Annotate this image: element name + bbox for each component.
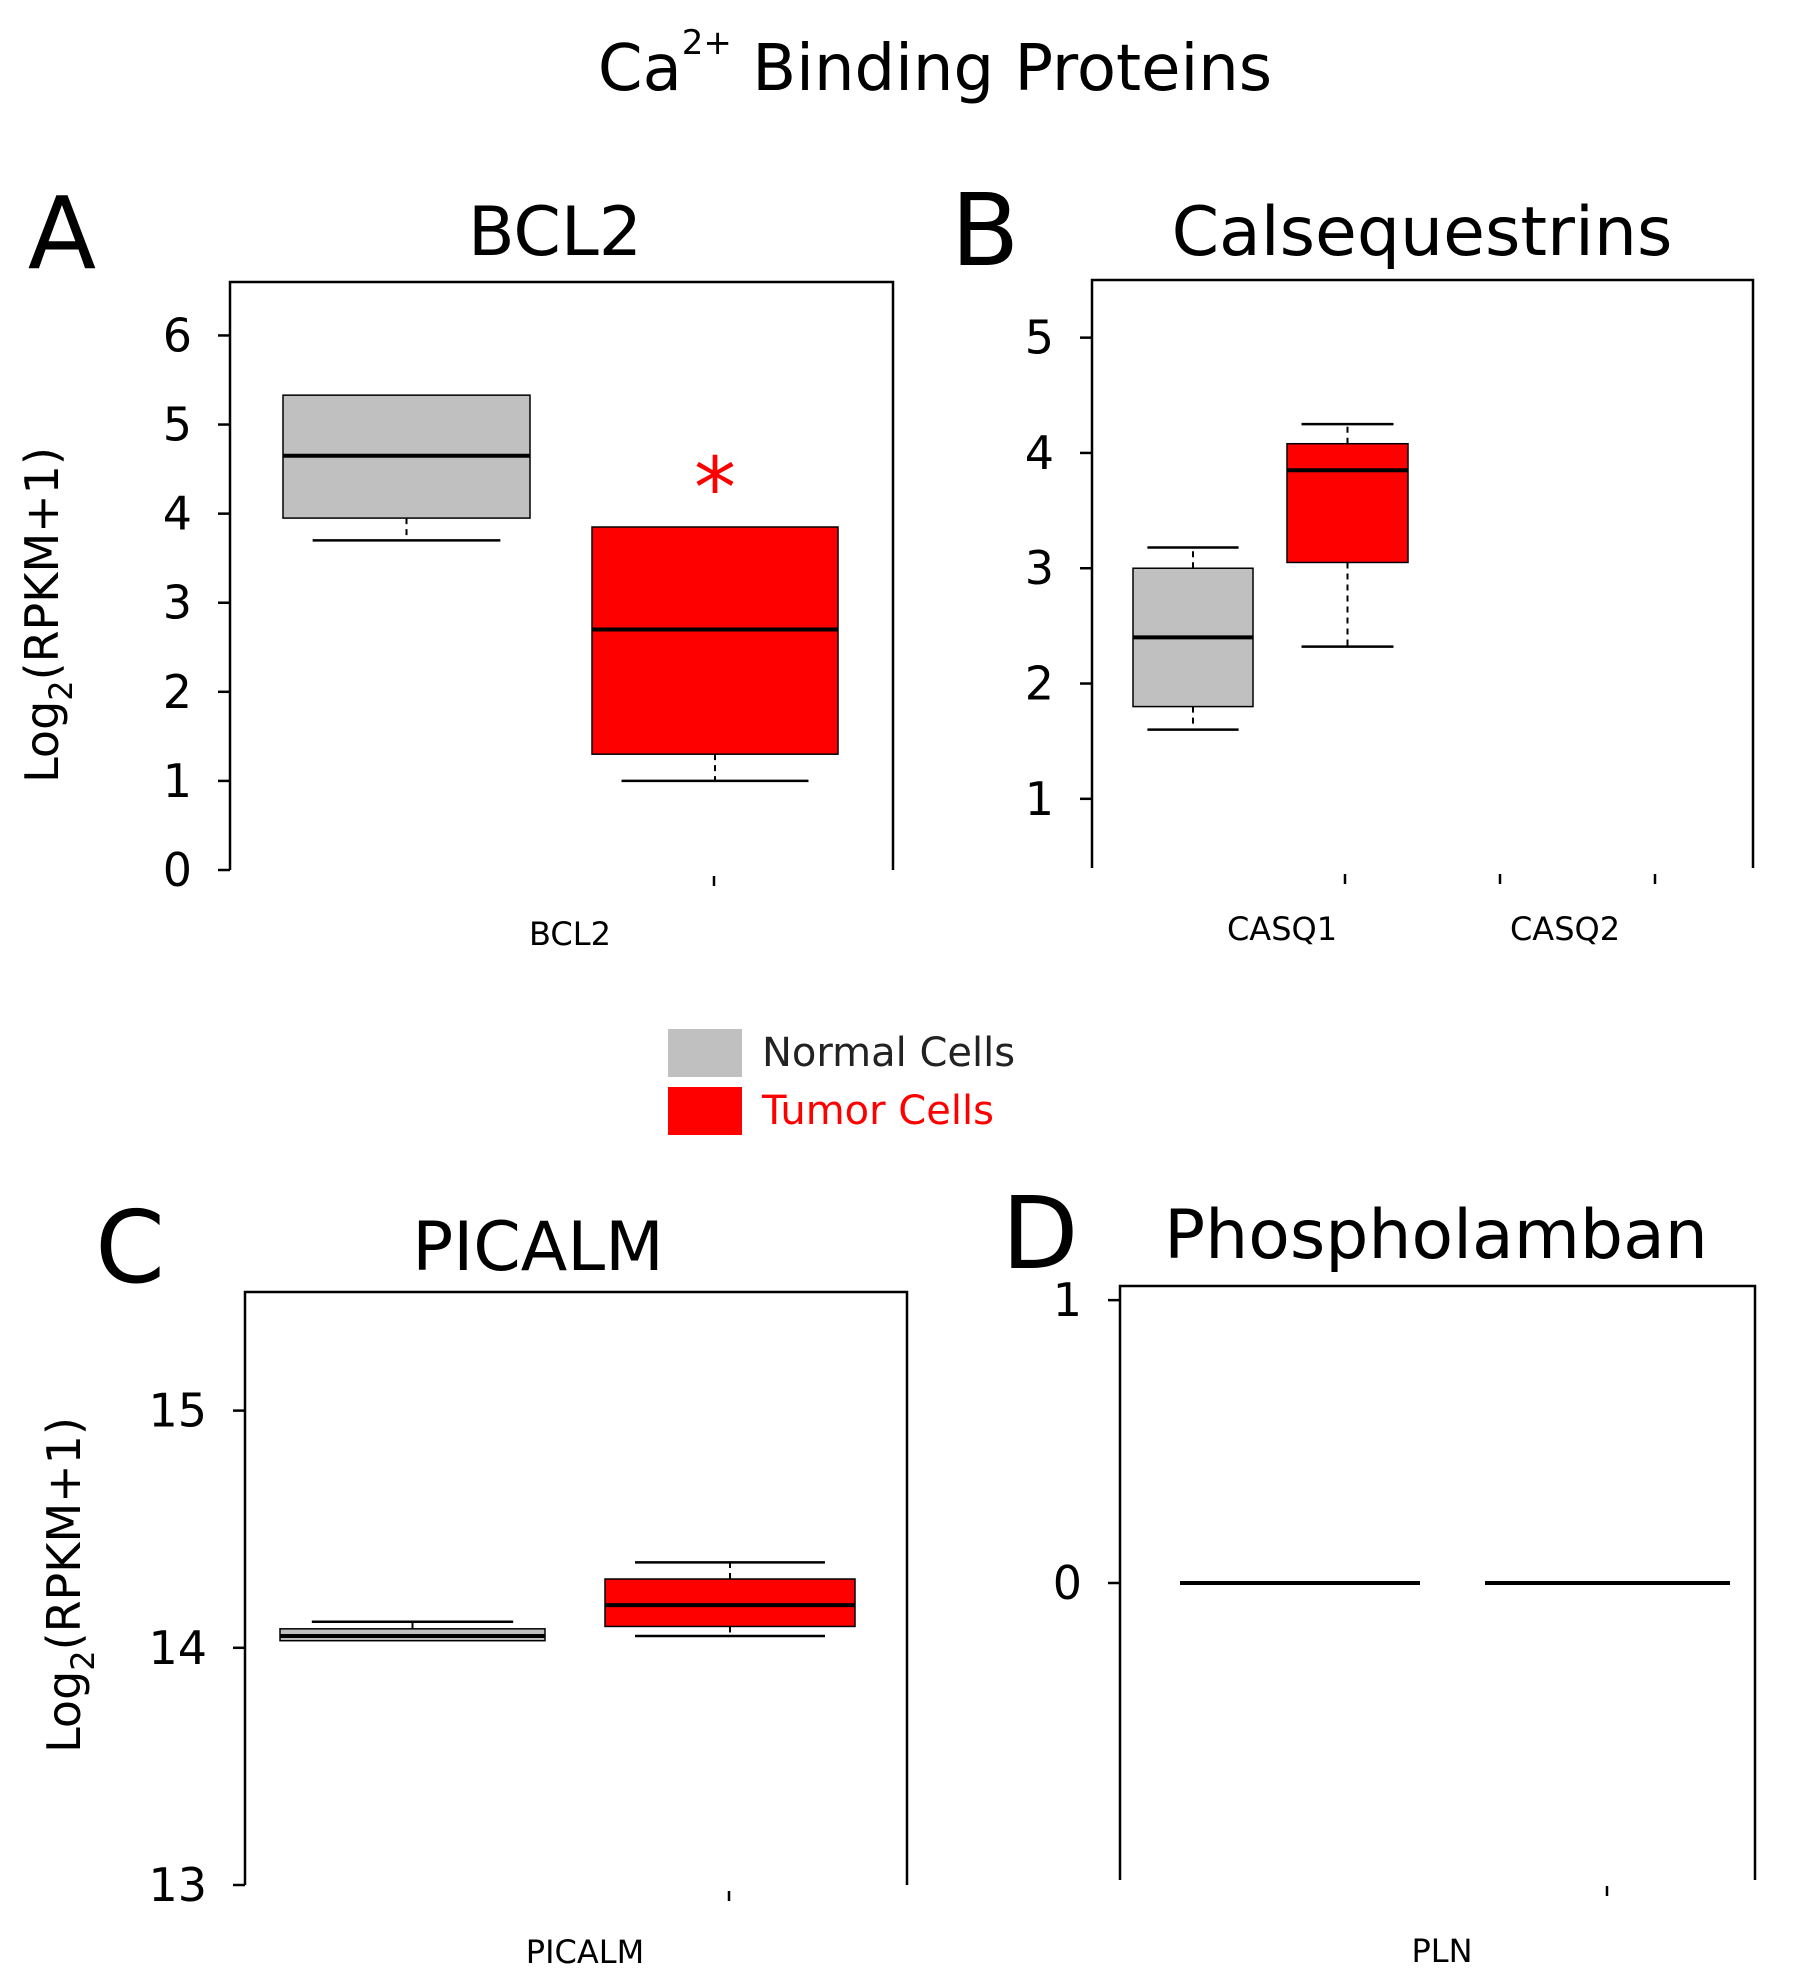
panel-letter-d: D	[1001, 1175, 1078, 1292]
panel-letter-b: B	[951, 172, 1020, 289]
box-normal	[282, 394, 531, 542]
y-tick-label: 3	[1025, 541, 1054, 595]
box-iqr	[591, 526, 839, 755]
figure-title-main: Ca	[598, 32, 682, 106]
panel-b: B Calsequestrins 1 2 3 4 5 CASQ1 CASQ2	[951, 172, 1755, 948]
box-iqr	[604, 1578, 856, 1628]
figure-title-superscript: 2+	[682, 23, 732, 63]
box-normal	[1132, 546, 1254, 731]
significance-marker: *	[694, 439, 736, 537]
panel-a: A BCL2 0 1 2 3 4 5 6 Log2(RPKM+1) BCL2 *	[15, 175, 895, 953]
y-tick-label: 4	[1025, 426, 1054, 480]
legend-item-tumor: Tumor Cells	[668, 1082, 1015, 1140]
legend-label-normal: Normal Cells	[762, 1030, 1016, 1076]
y-tick-label: 13	[148, 1858, 207, 1912]
panel-letter-a: A	[28, 175, 96, 292]
box-tumor	[604, 1561, 856, 1638]
y-tick-label: 6	[163, 308, 192, 362]
y-tick-label: 5	[1025, 311, 1054, 365]
y-tick-label: 2	[1025, 657, 1054, 711]
panel-letter-c: C	[95, 1189, 165, 1306]
x-tick-label: PLN	[1411, 1932, 1472, 1970]
y-tick-label: 14	[148, 1621, 207, 1675]
panel-title: Phospholamban	[1164, 1196, 1708, 1275]
x-tick-label: CASQ2	[1510, 910, 1620, 948]
y-tick-label: 2	[163, 665, 192, 719]
figure-title-rest: Binding Proteins	[732, 32, 1272, 106]
y-axis-label: Log2(RPKM+1)	[15, 447, 80, 783]
box-normal	[279, 1620, 546, 1642]
y-tick-label: 1	[163, 754, 192, 808]
box-tumor: *	[591, 439, 839, 783]
panel-c: C PICALM 13 14 15 Log2(RPKM+1) PICALM	[37, 1189, 909, 1971]
legend-item-normal: Normal Cells	[668, 1024, 1015, 1082]
plot-frame	[1090, 278, 1755, 868]
y-tick-label: 4	[163, 487, 192, 541]
panel-title: PICALM	[412, 1208, 664, 1287]
box-tumor	[1286, 422, 1409, 648]
panel-title: BCL2	[468, 193, 642, 272]
y-tick-label: 1	[1053, 1273, 1082, 1327]
legend-label-tumor: Tumor Cells	[762, 1088, 994, 1134]
figure-title: Ca2+ Binding Proteins	[598, 23, 1272, 106]
y-tick-label: 5	[163, 398, 192, 452]
y-tick-label: 3	[163, 576, 192, 630]
plot-frame	[228, 280, 895, 870]
plot-frame	[243, 1290, 909, 1885]
legend-swatch-tumor	[668, 1087, 742, 1135]
x-tick-label: PICALM	[526, 1933, 644, 1971]
y-tick-label: 0	[1053, 1556, 1082, 1610]
y-tick-label: 15	[148, 1384, 207, 1438]
box-iqr	[1286, 442, 1409, 564]
panel-d: D Phospholamban 0 1 PLN	[1001, 1175, 1757, 1970]
legend: Normal Cells Tumor Cells	[668, 1024, 1015, 1140]
x-tick-label: CASQ1	[1227, 910, 1337, 948]
y-tick-label: 0	[163, 843, 192, 897]
y-axis-label: Log2(RPKM+1)	[37, 1417, 102, 1753]
y-tick-label: 1	[1025, 772, 1054, 826]
panel-title: Calsequestrins	[1172, 193, 1673, 272]
x-tick-label: BCL2	[529, 915, 611, 953]
legend-swatch-normal	[668, 1029, 742, 1077]
